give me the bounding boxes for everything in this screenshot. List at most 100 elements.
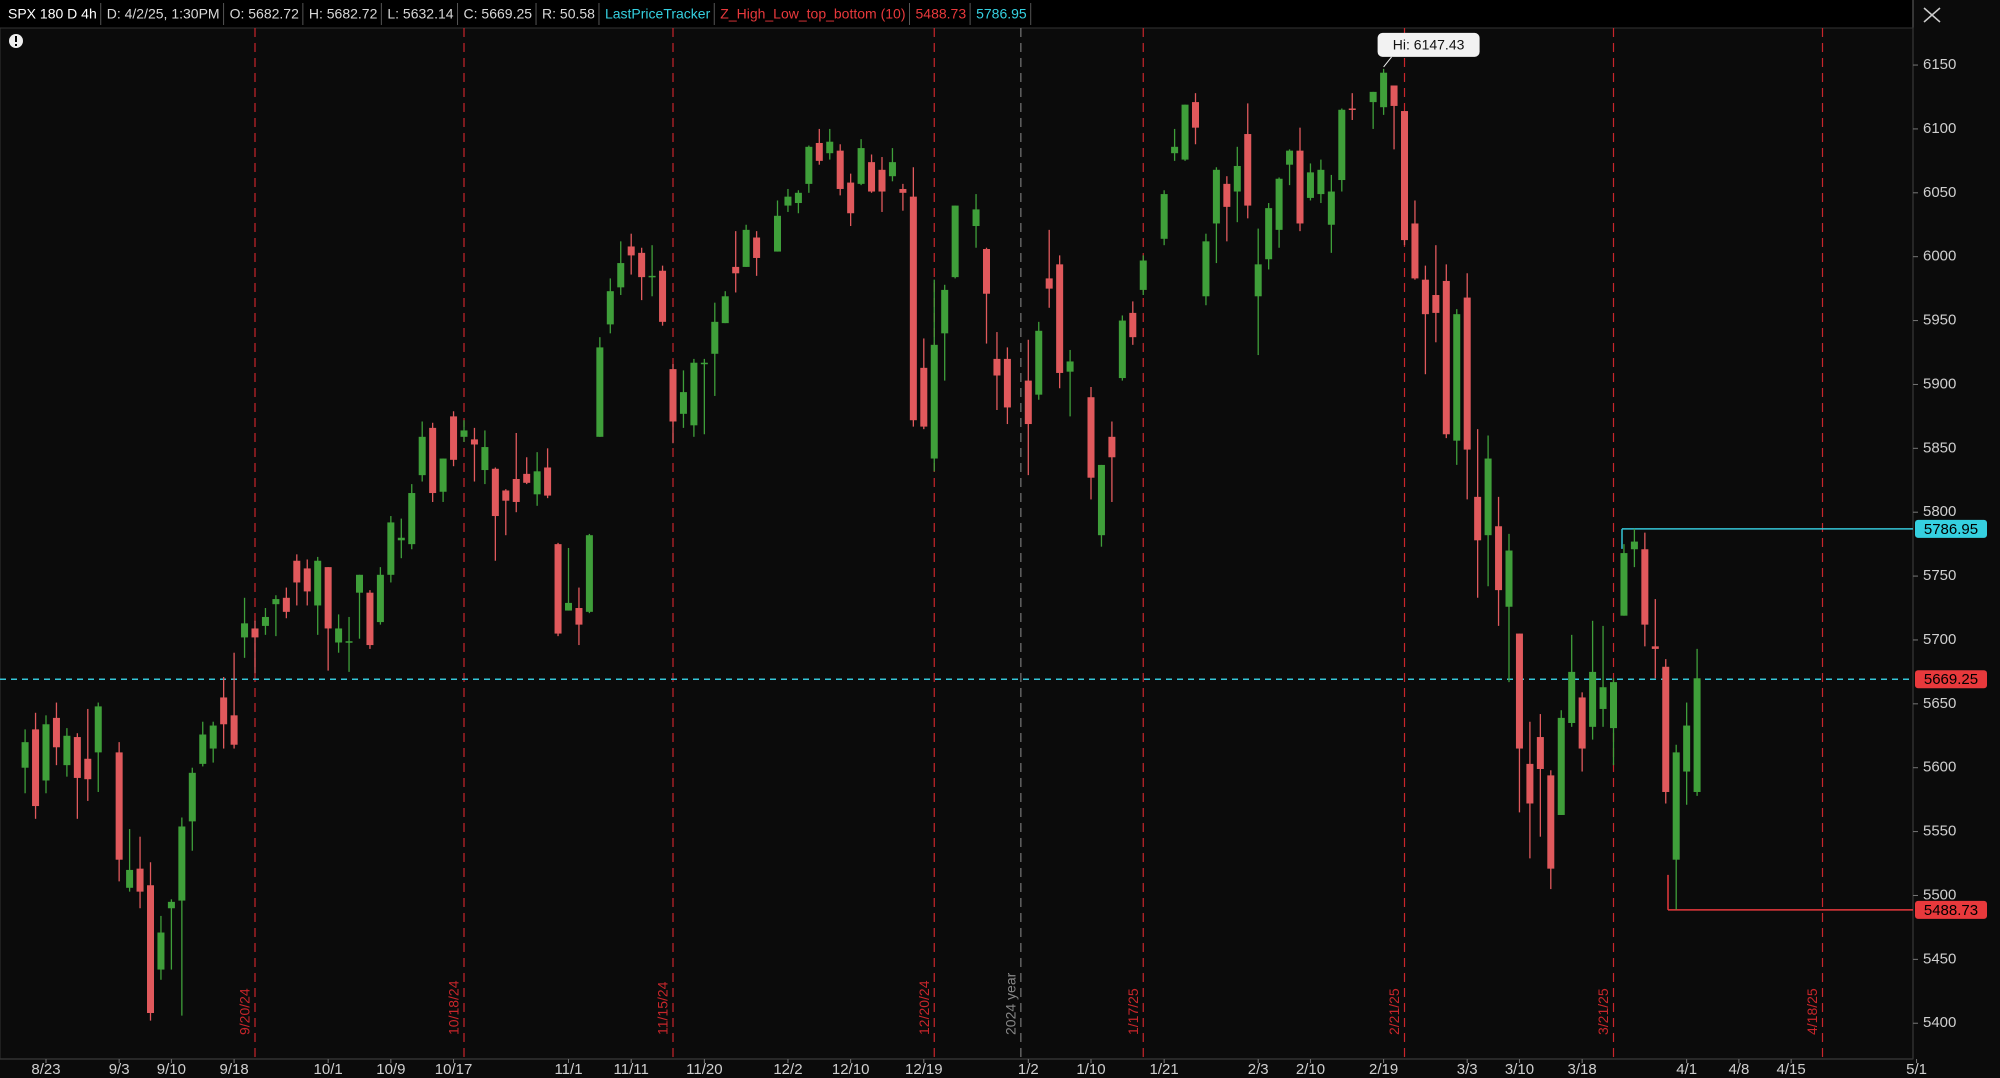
candle-body (324, 567, 332, 629)
candle-body (1035, 330, 1043, 395)
candle-body (784, 196, 792, 206)
candle-body (136, 868, 144, 892)
expiry-label: 10/18/24 (446, 980, 462, 1035)
candle-body (1630, 541, 1638, 550)
price-label: 5488.73 (1924, 902, 1978, 919)
candle-body (1202, 241, 1210, 297)
x-tick-label: 1/10 (1076, 1061, 1105, 1078)
candle-body (565, 602, 572, 611)
candle-body (972, 209, 980, 227)
y-tick-label: 5500 (1923, 886, 1956, 903)
x-tick-label: 1/2 (1018, 1061, 1039, 1078)
candle-body (157, 932, 165, 970)
candle-body (1484, 458, 1492, 536)
annotation-box (1377, 32, 1480, 57)
candle-body (523, 473, 531, 483)
candle-body (533, 471, 541, 495)
candle-body (617, 263, 625, 288)
candle-body (941, 289, 949, 334)
candle-body (1108, 436, 1116, 458)
candle-body (1672, 752, 1680, 860)
info-icon[interactable] (9, 34, 23, 48)
expiry-label: 1/17/25 (1125, 988, 1141, 1035)
y-tick-label: 5750 (1923, 567, 1956, 584)
candle-body (711, 321, 719, 354)
candle-body (805, 146, 813, 184)
candle-body (1327, 191, 1335, 225)
header-item: C: 5669.25 (464, 6, 533, 22)
candle-body (1683, 725, 1691, 772)
candle-body (1212, 169, 1220, 224)
candle-body (356, 574, 363, 593)
candle-body (1536, 737, 1544, 769)
candle-body (1296, 150, 1304, 224)
candle-body (1557, 717, 1565, 815)
candle-body (241, 623, 249, 638)
candle-body (220, 697, 228, 725)
candle-body (920, 367, 928, 427)
price-label: 5669.25 (1924, 671, 1978, 688)
candle-body (669, 369, 677, 422)
y-tick-label: 5650 (1923, 695, 1956, 712)
y-tick-label: 5600 (1923, 759, 1956, 776)
candle-body (1171, 146, 1179, 154)
x-tick-label: 11/20 (686, 1061, 722, 1078)
candle-body (1139, 260, 1147, 290)
candle-body (439, 458, 447, 492)
header-item: Z_High_Low_top_bottom (10) (720, 6, 905, 22)
candle-body (408, 493, 416, 545)
candle-body (1265, 208, 1273, 260)
candle-body (544, 467, 552, 496)
candle-body (596, 347, 604, 437)
header-item: 5488.73 (916, 6, 967, 22)
header-item: 5786.95 (976, 6, 1027, 22)
candle-body (345, 641, 353, 643)
candle-body (188, 772, 196, 822)
candle-body (63, 735, 71, 766)
candle-body (847, 182, 855, 214)
candle-body (742, 229, 750, 267)
candle-body (261, 616, 269, 626)
candle-body (1045, 278, 1053, 289)
candle-body (272, 599, 280, 605)
candle-body (418, 436, 426, 476)
candle-body (930, 344, 938, 459)
candle-body (1432, 295, 1440, 313)
close-icon[interactable] (1923, 7, 1941, 23)
header-item: D: 4/2/25, 1:30PM (107, 6, 220, 22)
candle-body (1474, 496, 1482, 541)
y-tick-label: 5850 (1923, 439, 1956, 456)
y-tick-label: 6000 (1923, 248, 1956, 265)
candle-body (659, 270, 667, 322)
candle-body (1651, 646, 1659, 649)
x-tick-label: 4/15 (1777, 1061, 1806, 1078)
candle-body (1453, 314, 1461, 441)
header-item: SPX 180 D 4h (8, 6, 97, 22)
candle-body (366, 592, 374, 646)
candle-body (909, 196, 917, 421)
price-label-box (1915, 670, 1987, 689)
candle-body (1495, 526, 1503, 591)
candle-body (335, 628, 343, 643)
candle-body (794, 192, 802, 204)
candle-body (1244, 134, 1252, 206)
candle-body (826, 141, 834, 154)
y-tick-label: 5950 (1923, 312, 1956, 329)
candle-body (857, 148, 865, 184)
candle-body (1620, 553, 1628, 616)
candle-body (1369, 91, 1377, 103)
x-tick-label: 11/11 (614, 1061, 649, 1078)
y-tick-label: 5700 (1923, 631, 1956, 648)
candle-body (376, 574, 384, 623)
candle-body (606, 291, 614, 325)
candle-body (1662, 666, 1670, 792)
candle-body (282, 597, 290, 612)
header-item: H: 5682.72 (309, 6, 378, 22)
x-tick-label: 2/19 (1369, 1061, 1398, 1078)
candle-body (1505, 550, 1513, 607)
candle-body (230, 715, 238, 745)
x-tick-label: 11/1 (554, 1061, 582, 1078)
expiry-label: 11/15/24 (655, 981, 671, 1035)
